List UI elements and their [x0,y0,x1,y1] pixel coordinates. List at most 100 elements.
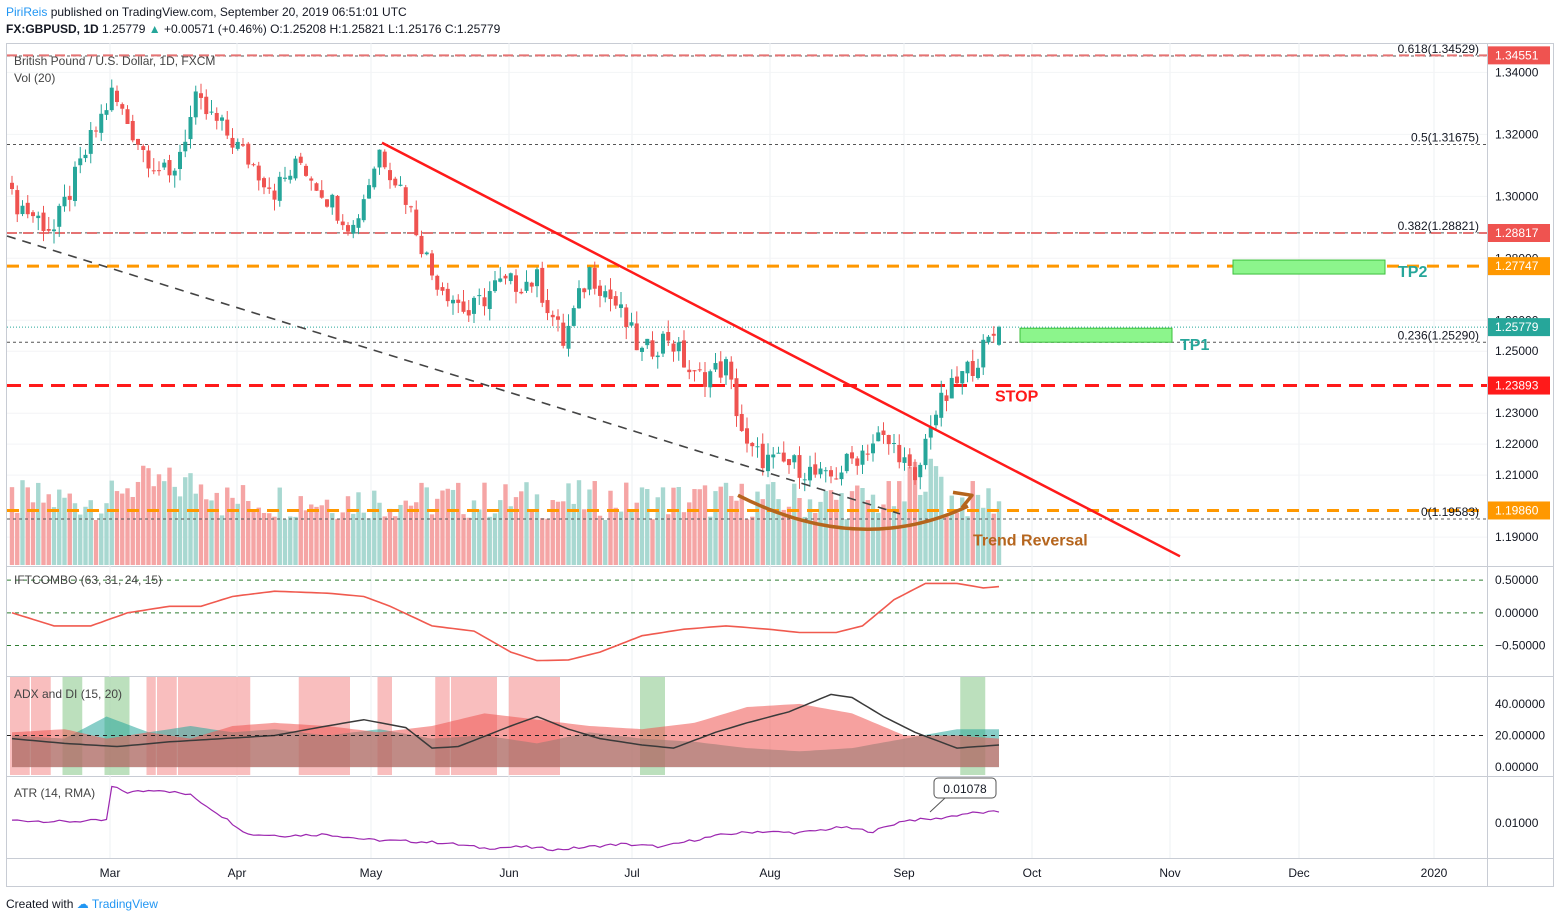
volume-bar [592,481,597,565]
candle-body [25,202,30,215]
candle-body [944,395,949,401]
candle-body [687,369,692,373]
candle-body [750,442,755,447]
volume-bar [366,518,372,565]
candle-body [141,146,146,150]
volume-bar [387,508,393,565]
tradingview-brand[interactable]: TradingView [91,897,158,911]
candle-body [923,438,928,466]
candle-body [314,183,319,191]
volume-bar [240,485,246,565]
volume-bar [351,513,356,565]
volume-bar [36,482,41,565]
candle-body [592,267,597,289]
candle-body [388,170,392,181]
author-link[interactable]: PiriReis [6,5,48,19]
candle-body [729,361,734,380]
volume-bar [723,482,729,565]
price-axis-label: 1.32000 [1495,127,1539,141]
candle-body [745,428,749,444]
candle-body [650,340,655,357]
volume-bar [508,506,513,565]
volume-bar [135,481,141,565]
volume-bar [933,466,939,565]
candle-body [78,158,83,166]
volume-bar [466,517,471,565]
volume-bar [25,487,30,565]
candle-body [36,215,41,219]
volume-bar [251,511,256,565]
volume-bar [923,491,928,565]
price-tag-label: 1.23893 [1495,379,1539,393]
candle-body [676,342,681,352]
candle-body [293,158,298,179]
candle-body [960,371,965,384]
atr-line [11,785,1000,852]
volume-bar [78,514,83,565]
volume-bar [897,481,902,565]
candle-body [251,164,256,166]
quote-line: FX:GBPUSD, 1D 1.25779 ▲ +0.00571 (+0.46%… [6,21,500,38]
candle-body [913,467,917,481]
candle-body [31,212,35,217]
volume-bar [608,490,613,565]
atr-callout-pointer [929,797,946,813]
price-axis-label: 1.34000 [1495,65,1539,79]
candle-body [876,432,881,442]
volume-bar [603,519,608,565]
candle-body [661,333,665,354]
candle-body [970,361,975,376]
volume-bar [403,500,408,565]
volume-bar [645,489,650,565]
candle-body [157,170,161,172]
volume-bar [582,509,587,565]
atr-axis-label: 0.01000 [1495,816,1539,830]
volume-bar [267,513,272,565]
volume-bar [456,482,461,565]
volume-bar [288,516,293,565]
candle-body [671,343,676,352]
ift-axis-label: 0.50000 [1495,573,1539,587]
symbol-name: FX:GBPUSD, 1D [6,22,99,36]
volume-bar [986,488,991,565]
volume-bar [692,489,697,565]
candle-body [792,455,797,463]
fib-level-label: 0(1.19583) [1421,505,1479,519]
volume-bar [256,507,261,565]
volume-bar [991,513,996,565]
candle-body [545,300,550,314]
volume-bar [697,489,702,565]
volume-bar [151,486,156,565]
volume-bar [277,487,282,565]
candle-body [440,287,445,291]
volume-bar [120,493,125,565]
candle-body [104,110,109,115]
candle-body [487,291,492,309]
candle-body [739,414,744,431]
atr-callout-value: 0.01078 [943,782,987,796]
price-tag-label: 1.28817 [1495,226,1539,240]
volume-bar [319,505,324,565]
volume-bar [330,513,335,565]
candle-body [151,170,156,172]
candle-body [209,111,214,113]
volume-bar [109,480,114,565]
candle-body [850,452,854,459]
volume-bar [975,494,981,565]
volume-bar [156,474,162,565]
change-value: +0.00571 (+0.46%) [164,22,267,36]
candle-body [136,138,140,145]
volume-bar [860,487,865,565]
volume-bar [303,510,309,565]
candle-body [703,372,707,387]
candle-body [813,464,818,475]
candle-body [283,177,287,179]
volume-bar [324,499,330,565]
candle-body [797,455,802,478]
candle-body [771,454,776,458]
candle-body [965,361,970,374]
volume-bar [162,481,167,565]
candle-body [267,187,272,189]
volume-bar [104,503,109,565]
